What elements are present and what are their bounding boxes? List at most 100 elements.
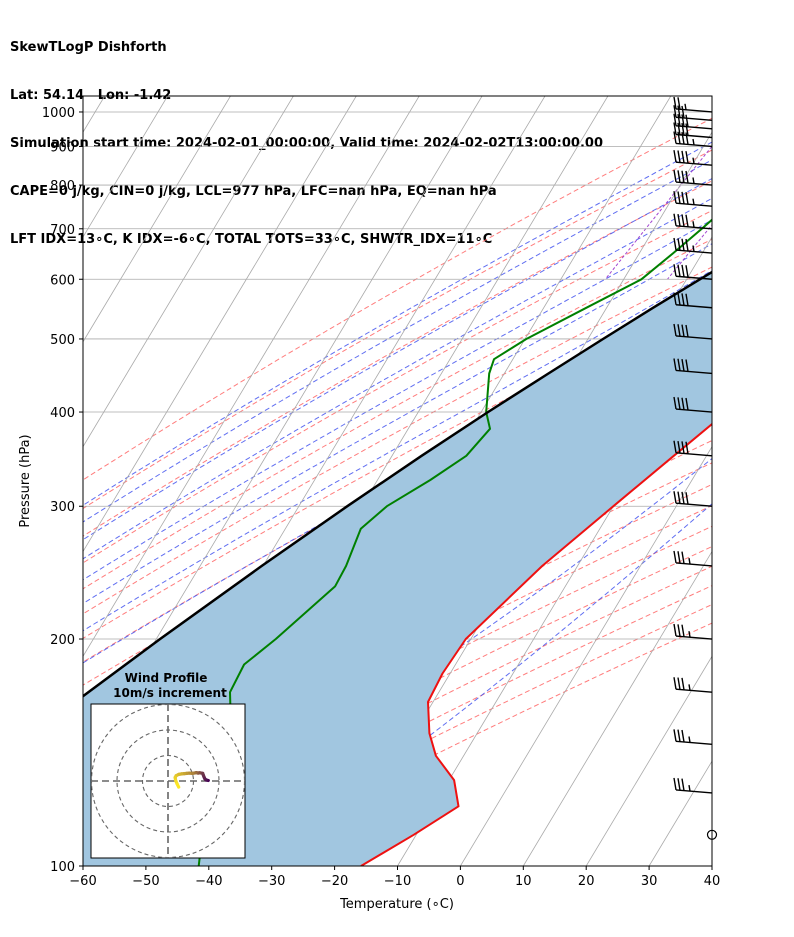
isotherm-line: [83, 96, 294, 448]
y-tick-label: 600: [50, 273, 75, 288]
barb-half-flag: [688, 784, 691, 792]
barb-flag: [673, 131, 677, 144]
moist-adiabat-line: [83, 299, 712, 664]
x-tick-label: 30: [641, 874, 658, 889]
barb-shaft: [675, 789, 713, 794]
wind-barb: [673, 440, 713, 457]
isotherm-line: [522, 550, 712, 866]
y-tick-label: 500: [50, 333, 75, 348]
title-indices-line: LFT IDX=13∘C, K IDX=-6∘C, TOTAL TOTS=33∘…: [10, 232, 493, 247]
barb-flag: [681, 170, 685, 183]
barb-flag: [677, 624, 681, 637]
barb-flag: [685, 151, 689, 164]
y-tick-label: 700: [50, 223, 75, 238]
wind-barb: [673, 677, 713, 693]
barb-flag: [681, 238, 685, 251]
barb-flag: [673, 150, 677, 163]
barb-flag: [673, 323, 677, 337]
x-tick-label: −20: [321, 874, 348, 889]
barb-shaft: [675, 562, 713, 567]
isotherm-line: [460, 445, 712, 866]
y-tick-label: 100: [50, 860, 75, 875]
barb-flag: [681, 191, 685, 204]
barb-flag: [673, 113, 677, 126]
barb-flag: [681, 150, 685, 163]
x-tick-label: −60: [69, 874, 96, 889]
moist-adiabat-line: [83, 141, 712, 506]
barb-flag: [681, 359, 685, 372]
barb-flag: [681, 397, 685, 410]
barb-flag: [685, 441, 689, 454]
barb-flag: [673, 292, 677, 305]
barb-shaft: [675, 275, 713, 280]
temperature-line: [360, 422, 712, 866]
barb-flag: [677, 491, 681, 504]
barb-flag: [677, 358, 681, 371]
barb-flag: [677, 131, 681, 144]
barb-flag: [685, 170, 689, 184]
x-tick-label: −10: [384, 874, 411, 889]
hodograph-trace-segment: [175, 782, 181, 789]
title-cape-line: CAPE=0 j/kg, CIN=0 j/kg, LCL=977 hPa, LF…: [10, 184, 497, 199]
barb-flag: [677, 97, 681, 110]
barb-flag: [685, 293, 689, 306]
barb-half-flag: [692, 177, 695, 184]
barb-flag: [681, 778, 685, 791]
isotherm-line: [83, 96, 231, 343]
barb-half-flag: [688, 557, 691, 565]
x-axis-ticks: −60 −50 −40 −30 −20 −10 0 10 20 30 40: [69, 866, 720, 889]
wind-barb: [673, 729, 713, 746]
wind-barb: [673, 264, 713, 280]
x-tick-label: 40: [704, 874, 721, 889]
barb-shaft: [675, 304, 713, 309]
barb-flag: [681, 132, 685, 145]
profile-lines: [83, 218, 712, 866]
y-axis-ticks: 100 200 300 400 500 600 700 800 900 1000: [42, 106, 83, 875]
wind-barb: [673, 213, 713, 230]
title-station: SkewTLogP Dishforth: [10, 40, 167, 55]
barb-flag: [677, 397, 681, 410]
barb-shaft: [675, 108, 713, 113]
x-tick-label: −30: [258, 874, 285, 889]
isotherm-line: [585, 655, 712, 866]
wind-barbs: [673, 96, 718, 840]
barb-flag: [685, 123, 689, 136]
barb-flag: [673, 169, 677, 183]
barb-flag: [685, 114, 689, 127]
barb-flag: [681, 441, 685, 454]
moist-adiabat-line: [83, 243, 712, 605]
barb-flag: [685, 192, 689, 205]
x-axis-label: Temperature (∘C): [339, 897, 454, 912]
barb-flag: [677, 677, 681, 690]
hodograph-inset: Wind Profile 10m/s increment: [90, 671, 246, 859]
barb-half-flag: [692, 245, 695, 252]
barb-flag: [677, 264, 681, 277]
wind-barb: [673, 96, 713, 113]
barb-flag: [673, 264, 677, 277]
hodograph-subtitle: 10m/s increment: [113, 686, 227, 700]
y-tick-label: 300: [50, 500, 75, 515]
barb-flag: [685, 214, 689, 227]
wind-barb: [673, 131, 713, 148]
barb-flag: [677, 170, 681, 183]
barb-shaft: [675, 125, 713, 130]
barb-half-flag: [688, 736, 691, 743]
barb-flag: [673, 440, 677, 453]
barb-flag: [673, 237, 677, 251]
barb-shaft: [675, 133, 713, 139]
barb-flag: [673, 396, 677, 410]
x-tick-label: 10: [515, 874, 532, 889]
barb-flag: [673, 491, 677, 504]
dry-adiabat-line: [83, 117, 712, 481]
dry-adiabat-line: [83, 238, 712, 590]
barb-flag: [677, 551, 681, 564]
wind-barb: [673, 491, 713, 507]
wind-barb: [673, 396, 713, 413]
chart-title-block: SkewTLogP Dishforth Lat: 54.14 Lon: -1.4…: [10, 8, 603, 264]
barb-flag: [681, 214, 685, 227]
barb-flag: [681, 123, 685, 136]
barb-flag: [685, 238, 689, 252]
isotherm-line: [83, 96, 420, 658]
hodograph-title: Wind Profile: [125, 671, 208, 685]
barb-shaft: [675, 740, 713, 746]
